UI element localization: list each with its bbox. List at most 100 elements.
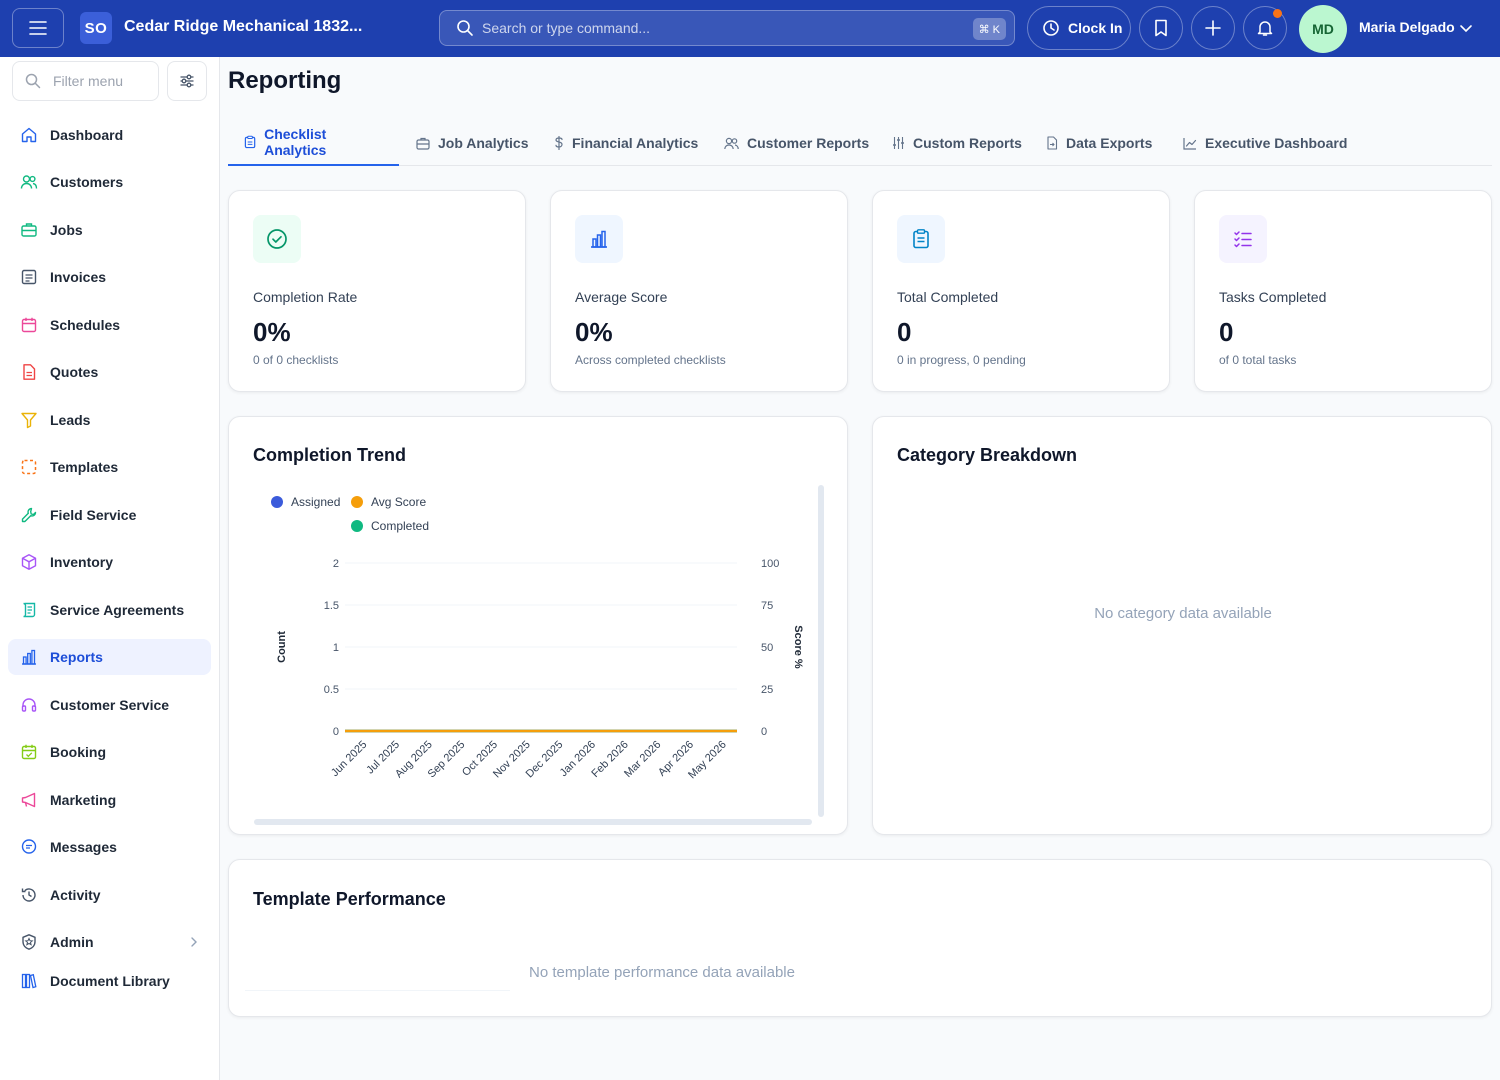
legend-marker	[351, 496, 363, 508]
sidebar-item-customers[interactable]: Customers	[8, 164, 211, 200]
sidebar-item-activity[interactable]: Activity	[8, 877, 211, 913]
sidebar-item-booking[interactable]: Booking	[8, 734, 211, 770]
tab-data-exports[interactable]: Data Exports	[1030, 120, 1168, 166]
empty-state-message: No template performance data available	[529, 964, 795, 981]
template-icon	[20, 458, 38, 476]
home-icon	[20, 126, 38, 144]
scroll-icon	[20, 601, 38, 619]
legend-marker	[351, 520, 363, 532]
search-input[interactable]: Search or type command...	[482, 20, 651, 36]
sidebar-item-dashboard[interactable]: Dashboard	[8, 117, 211, 153]
notification-dot	[1273, 9, 1282, 18]
y2-tick-label: 75	[761, 600, 773, 612]
menu-button[interactable]	[12, 8, 64, 48]
clipboard-icon	[244, 135, 256, 149]
search-icon	[25, 73, 41, 89]
clipboard-icon	[897, 215, 945, 263]
document-icon	[20, 363, 38, 381]
user-name[interactable]: Maria Delgado	[1359, 19, 1455, 35]
tab-executive-dashboard[interactable]: Executive Dashboard	[1167, 120, 1363, 166]
sidebar-item-field-service[interactable]: Field Service	[8, 497, 211, 533]
y-tick-label: 1.5	[324, 600, 339, 612]
empty-state-message: No category data available	[1094, 605, 1272, 622]
sidebar-item-label: Service Agreements	[50, 602, 185, 618]
horizontal-scrollbar[interactable]	[254, 819, 812, 825]
avatar[interactable]: MD	[1299, 5, 1347, 53]
stat-label: Tasks Completed	[1219, 289, 1327, 305]
bookmark-button[interactable]	[1139, 6, 1183, 50]
tab-job-analytics[interactable]: Job Analytics	[400, 120, 545, 166]
vertical-scrollbar[interactable]	[818, 485, 824, 817]
sidebar-item-admin[interactable]: Admin	[8, 924, 211, 960]
table-divider	[245, 990, 510, 991]
sidebar-item-reports[interactable]: Reports	[8, 639, 211, 675]
y2-tick-label: 25	[761, 684, 773, 696]
tab-financial-analytics[interactable]: Financial Analytics	[538, 120, 714, 166]
tab-label: Data Exports	[1066, 135, 1153, 151]
sidebar-item-messages[interactable]: Messages	[8, 829, 211, 865]
sidebar-item-jobs[interactable]: Jobs	[8, 212, 211, 248]
shield-icon	[20, 933, 38, 951]
card-title: Template Performance	[253, 889, 446, 909]
search-shortcut-badge: ⌘ K	[972, 18, 1006, 40]
sidebar-item-document-library[interactable]: Document Library	[8, 963, 211, 999]
file-export-icon	[1047, 136, 1058, 150]
sidebar-item-label: Marketing	[50, 792, 117, 808]
briefcase-icon	[20, 221, 38, 239]
filter-settings-button[interactable]	[167, 61, 207, 101]
stat-value: 0%	[253, 317, 291, 347]
briefcase-icon	[416, 137, 430, 150]
sidebar: Filter menu Dashboard Customers Jobs Invoic…	[0, 57, 220, 1080]
invoice-icon	[20, 268, 38, 286]
sidebar-item-invoices[interactable]: Invoices	[8, 259, 211, 295]
chevron-right-icon[interactable]	[189, 936, 199, 948]
clock-in-button[interactable]: Clock In	[1027, 6, 1131, 50]
bell-icon	[1257, 21, 1273, 36]
top-bar: SO Cedar Ridge Mechanical 1832... Search…	[0, 0, 1500, 57]
stat-card-completion-rate: Completion Rate 0% 0 of 0 checklists	[228, 190, 526, 392]
dollar-icon	[555, 136, 563, 150]
completion-trend-card: Completion Trend Assigned Avg Score Comple…	[228, 416, 848, 835]
message-icon	[20, 838, 38, 856]
tab-label: Financial Analytics	[572, 135, 699, 151]
completion-trend-chart: Assigned Avg Score Completed 0 0.5 1 1.5 2 0 25 50…	[271, 495, 804, 781]
template-performance-card: Template Performance No template perform…	[228, 859, 1492, 1017]
notifications-button[interactable]	[1243, 6, 1287, 50]
sidebar-item-leads[interactable]: Leads	[8, 402, 211, 438]
command-search[interactable]: Search or type command... ⌘ K	[439, 10, 1015, 46]
stat-label: Total Completed	[897, 289, 999, 305]
tab-label: Job Analytics	[438, 135, 529, 151]
y-tick-label: 1	[333, 642, 339, 654]
chevron-down-icon[interactable]	[1458, 20, 1474, 36]
filter-placeholder: Filter menu	[53, 73, 124, 89]
sidebar-item-schedules[interactable]: Schedules	[8, 307, 211, 343]
company-name[interactable]: Cedar Ridge Mechanical 1832...	[124, 18, 363, 35]
stat-value: 0	[897, 317, 912, 347]
library-icon	[20, 972, 38, 990]
plus-icon	[1205, 20, 1221, 36]
sidebar-item-templates[interactable]: Templates	[8, 449, 211, 485]
sidebar-item-label: Jobs	[50, 222, 83, 238]
sidebar-item-label: Field Service	[50, 507, 137, 523]
tab-custom-reports[interactable]: Custom Reports	[876, 120, 1038, 166]
sidebar-item-label: Activity	[50, 887, 101, 903]
check-circle-icon	[253, 215, 301, 263]
stat-label: Average Score	[575, 289, 668, 305]
company-logo[interactable]: SO	[80, 12, 112, 44]
sidebar-item-marketing[interactable]: Marketing	[8, 782, 211, 818]
tab-checklist-analytics[interactable]: Checklist Analytics	[228, 120, 399, 166]
clock-icon	[1043, 20, 1059, 36]
sidebar-item-service-agreements[interactable]: Service Agreements	[8, 592, 211, 628]
sidebar-item-inventory[interactable]: Inventory	[8, 544, 211, 580]
sidebar-item-label: Admin	[50, 934, 94, 950]
stat-card-total-completed: Total Completed 0 0 in progress, 0 pendi…	[872, 190, 1170, 392]
sidebar-item-customer-service[interactable]: Customer Service	[8, 687, 211, 723]
tab-customer-reports[interactable]: Customer Reports	[708, 120, 885, 166]
filter-menu-input[interactable]: Filter menu	[12, 61, 159, 101]
sidebar-item-label: Booking	[50, 744, 106, 760]
sidebar-item-label: Messages	[50, 839, 117, 855]
sidebar-item-quotes[interactable]: Quotes	[8, 354, 211, 390]
add-button[interactable]	[1191, 6, 1235, 50]
calendar-icon	[20, 316, 38, 334]
stat-card-tasks-completed: Tasks Completed 0 of 0 total tasks	[1194, 190, 1492, 392]
